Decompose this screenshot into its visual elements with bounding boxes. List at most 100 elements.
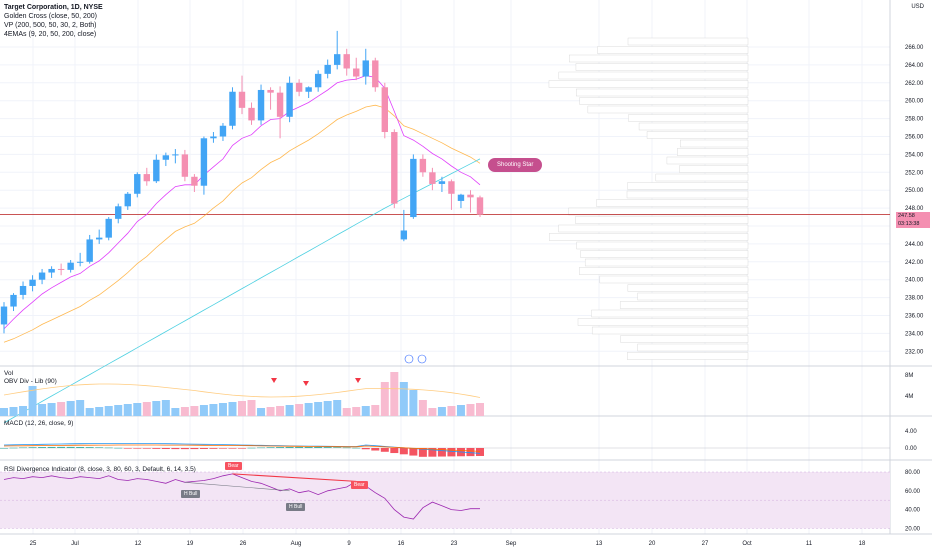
candle-body (438, 181, 446, 184)
volume-bar (352, 407, 361, 416)
obv-pane-label[interactable]: OBV Div - Lib (90) (4, 378, 57, 385)
candle-body (143, 174, 150, 182)
volume-profile-bar (577, 318, 749, 326)
candle-body (124, 193, 131, 207)
rsi-pane-label[interactable]: RSI Divergence Indicator (8, close, 3, 8… (4, 466, 196, 473)
price-tick-label: 260.00 (905, 99, 924, 105)
volume-profile-bar (597, 46, 749, 54)
volume-bar (257, 408, 266, 416)
candle-body (362, 60, 369, 77)
macd-histogram-bar (133, 448, 142, 449)
macd-histogram-bar (323, 447, 332, 448)
volume-profile-bar (646, 131, 749, 139)
volume-bar (142, 402, 151, 416)
volume-bar (238, 401, 246, 416)
volume-profile-bar (558, 224, 749, 233)
candle-body (476, 197, 484, 215)
rsi-tick-label: 80.00 (905, 470, 921, 476)
volume-bar (38, 404, 47, 416)
volume-bar (66, 401, 75, 416)
rsi-pane (0, 471, 890, 529)
indicator-golden-cross[interactable]: Golden Cross (close, 50, 200) (4, 13, 97, 20)
volume-bar (409, 390, 418, 416)
volume-bar (276, 406, 285, 416)
candle-body (67, 262, 74, 270)
time-tick-label: 27 (702, 541, 709, 547)
volume-profile-bar (596, 199, 749, 207)
macd-histogram-bar (47, 446, 56, 448)
volume-bar (342, 408, 351, 416)
macd-signal-line (3, 444, 481, 452)
time-tick-label: 19 (187, 541, 194, 547)
macd-histogram-bar (57, 446, 66, 448)
candle-body (400, 230, 408, 240)
currency-label: USD (911, 4, 924, 10)
candle-body (467, 194, 474, 198)
volume-bar (190, 406, 199, 416)
time-tick-label: 16 (398, 541, 405, 547)
macd-pane-label[interactable]: MACD (12, 26, close, 9) (4, 420, 74, 427)
candlesticks (0, 30, 484, 334)
volume-bar (133, 403, 142, 416)
volume-pane-label[interactable]: Vol (4, 370, 14, 377)
macd-histogram-bar (476, 448, 484, 456)
candle-body (448, 181, 455, 194)
macd-tick-label: 4.00 (905, 429, 917, 435)
volume-profile-bar (575, 63, 749, 71)
volume-profile-bar (619, 301, 749, 309)
volume-bar (123, 404, 132, 416)
volume-bar (199, 405, 208, 416)
volume-profile-bar (655, 173, 749, 182)
event-marker (417, 354, 427, 364)
volume-bar (437, 407, 446, 416)
volume-bar (361, 406, 370, 416)
indicator-emas[interactable]: 4EMAs (9, 20, 50, 200, close) (4, 31, 97, 38)
rsi-bear-label-1: Bear (225, 462, 242, 470)
volume-profile-bar (620, 335, 749, 343)
ema20-line (3, 104, 481, 343)
volume-bar (171, 408, 180, 416)
volume-profile-bar (628, 114, 749, 122)
candle-body (324, 64, 331, 74)
candle-body (57, 268, 65, 270)
rsi-tick-label: 20.00 (905, 526, 921, 532)
rsi-line (3, 473, 480, 520)
volume-profile-bar (637, 343, 749, 352)
price-tick-label: 254.00 (905, 152, 924, 158)
candle-body (219, 125, 227, 137)
symbol-title[interactable]: Target Corporation, 1D, NYSE (4, 4, 103, 11)
time-tick-label: 11 (806, 541, 813, 547)
candle-body (257, 89, 265, 121)
volume-bar (390, 372, 399, 416)
price-tick-label: 266.00 (905, 45, 924, 51)
volume-profile (548, 37, 749, 360)
volume-bar (28, 386, 37, 416)
candle-body (191, 176, 198, 186)
volume-bar (456, 405, 465, 416)
candle-body (86, 239, 93, 262)
candle-body (457, 194, 465, 201)
volume-profile-bar (569, 54, 749, 63)
price-tick-label: 264.00 (905, 63, 924, 69)
volume-bar (371, 405, 380, 416)
candle-body (229, 91, 236, 126)
price-tick-label: 238.00 (905, 296, 924, 302)
volume-bar (418, 400, 427, 416)
candle-body (181, 154, 189, 177)
candle-body (153, 159, 160, 182)
indicator-vp[interactable]: VP (200, 500, 50, 30, 2, Both) (4, 22, 97, 29)
candle-body (391, 132, 398, 204)
ema9-line (3, 75, 481, 330)
macd-histogram-bar (380, 448, 389, 452)
volume-tick-label: 8M (905, 373, 913, 379)
volume-profile-bar (587, 105, 749, 114)
macd-histogram-bar (76, 446, 85, 448)
time-tick-label: 18 (859, 541, 866, 547)
shooting-star-label[interactable]: Shooting Star (488, 158, 543, 172)
macd-histogram-bar (247, 447, 256, 449)
candle-body (267, 89, 274, 93)
time-tick-label: Aug (291, 541, 302, 547)
volume-bar (333, 400, 342, 416)
macd-histogram-bar (199, 448, 208, 449)
macd-histogram-bar (218, 448, 227, 449)
